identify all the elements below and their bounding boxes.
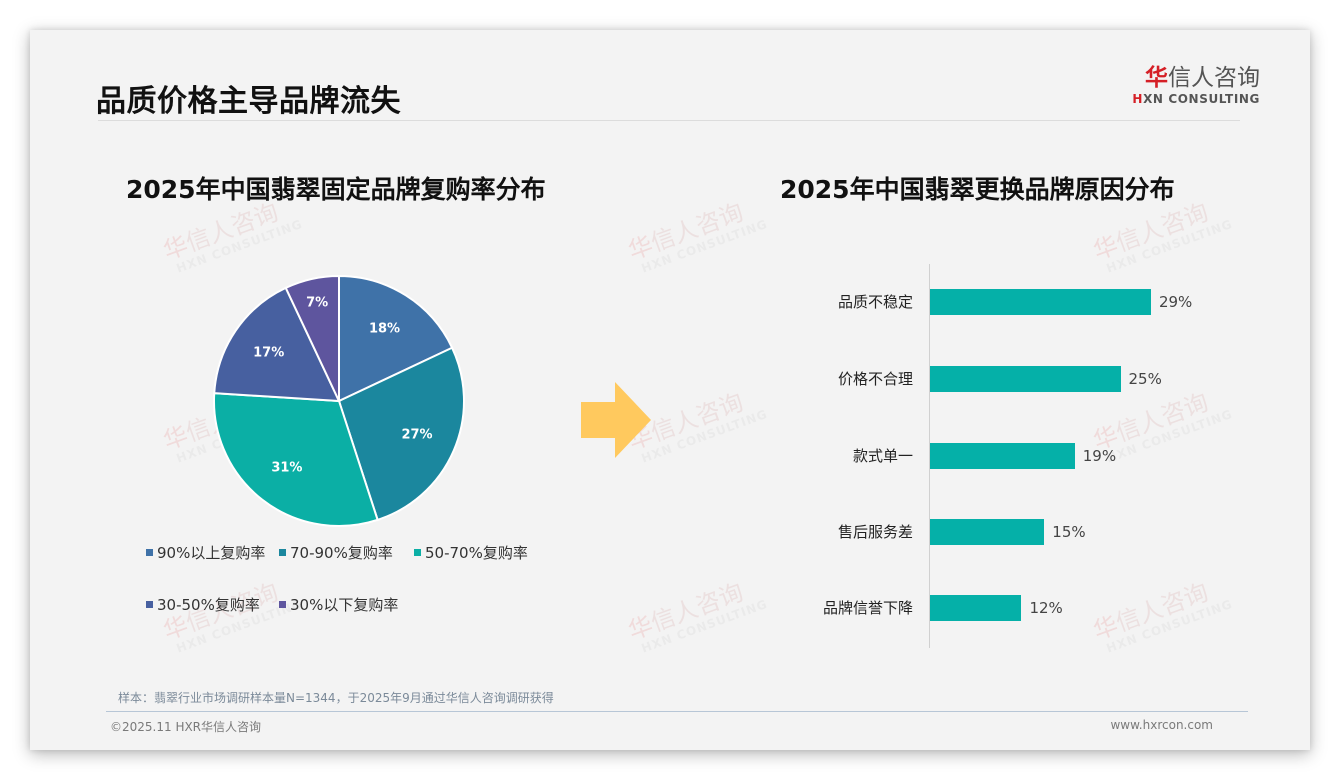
bar-row: 价格不合理 25%	[790, 366, 1250, 392]
legend-item: 90%以上复购率	[146, 542, 265, 563]
sample-note: 样本：翡翠行业市场调研样本量N=1344，于2025年9月通过华信人咨询调研获得	[118, 691, 554, 705]
pie-chart-title: 2025年中国翡翠固定品牌复购率分布	[126, 175, 546, 204]
pie-slice-label: 31%	[271, 460, 303, 476]
pie-slice	[284, 274, 340, 402]
bar-value-label: 15%	[1052, 523, 1086, 541]
legend-label: 30%以下复购率	[290, 596, 399, 614]
logo-cn: 华信人咨询	[1110, 64, 1260, 92]
legend-item: 70-90%复购率	[279, 542, 393, 563]
logo-cn-text: 信人咨询	[1168, 65, 1260, 91]
footer-copyright: ©2025.11 HXR华信人咨询	[110, 720, 262, 734]
legend-label: 70-90%复购率	[290, 544, 393, 562]
logo-en-mark: H	[1132, 92, 1144, 106]
legend-item: 50-70%复购率	[414, 542, 528, 563]
pie-slice-label: 7%	[306, 295, 329, 311]
legend-swatch	[279, 601, 286, 608]
pie-slice-label: 18%	[368, 321, 401, 337]
logo-cn-mark: 华	[1145, 65, 1168, 91]
bar	[930, 366, 1121, 392]
bar-category-label: 售后服务差	[837, 523, 913, 541]
legend-swatch	[279, 549, 286, 556]
pie-slice	[338, 274, 454, 403]
pie-slice	[337, 346, 465, 522]
legend-swatch	[414, 549, 421, 556]
footer-divider	[106, 711, 1248, 712]
bar-value-label: 19%	[1082, 447, 1117, 465]
legend-label: 90%以上复购率	[157, 544, 266, 562]
legend-item: 30-50%复购率	[146, 594, 260, 615]
pie-slice	[213, 286, 341, 403]
footer-website: www.hxrcon.com	[1110, 718, 1213, 732]
bar-chart-axis	[929, 264, 930, 648]
pie-slice-label: 17%	[253, 345, 285, 361]
bar-category-label: 品质不稳定	[837, 293, 913, 311]
bar-category-label: 款式单一	[852, 447, 913, 465]
bar	[930, 595, 1022, 621]
logo-en-text: XN CONSULTING	[1143, 92, 1260, 106]
title-divider	[98, 120, 1240, 121]
bar-row: 款式单一 19%	[790, 443, 1250, 469]
legend-label: 30-50%复购率	[157, 596, 260, 614]
bar-category-label: 品牌信誉下降	[822, 599, 913, 617]
slide: 华信人咨询 HXN CONSULTING 华信人咨询 HXN CONSULTING 华信…	[30, 30, 1310, 750]
right-arrow-icon	[581, 382, 651, 458]
brand-logo: 华信人咨询 HXN CONSULTING	[1110, 64, 1260, 106]
pie-slice-label: 27%	[401, 427, 433, 443]
legend-label: 50-70%复购率	[425, 544, 528, 562]
logo-en: HXN CONSULTING	[1110, 92, 1260, 106]
bar	[930, 519, 1045, 545]
bar-value-label: 25%	[1128, 370, 1162, 388]
bar-row: 品质不稳定 29%	[790, 289, 1250, 315]
legend-swatch	[146, 601, 153, 608]
legend-swatch	[146, 549, 153, 556]
pie-slice	[213, 392, 379, 527]
page-title: 品质价格主导品牌流失	[96, 84, 401, 119]
bar-chart-title: 2025年中国翡翠更换品牌原因分布	[780, 175, 1175, 204]
bar	[930, 443, 1075, 469]
legend-item: 30%以下复购率	[279, 594, 398, 615]
bar	[930, 289, 1151, 315]
bar-value-label: 12%	[1029, 599, 1063, 617]
bar-value-label: 29%	[1158, 293, 1193, 311]
bar-row: 售后服务差 15%	[790, 519, 1250, 545]
bar-category-label: 价格不合理	[837, 370, 913, 388]
bar-row: 品牌信誉下降 12%	[790, 595, 1250, 621]
pie-chart	[213, 274, 465, 527]
